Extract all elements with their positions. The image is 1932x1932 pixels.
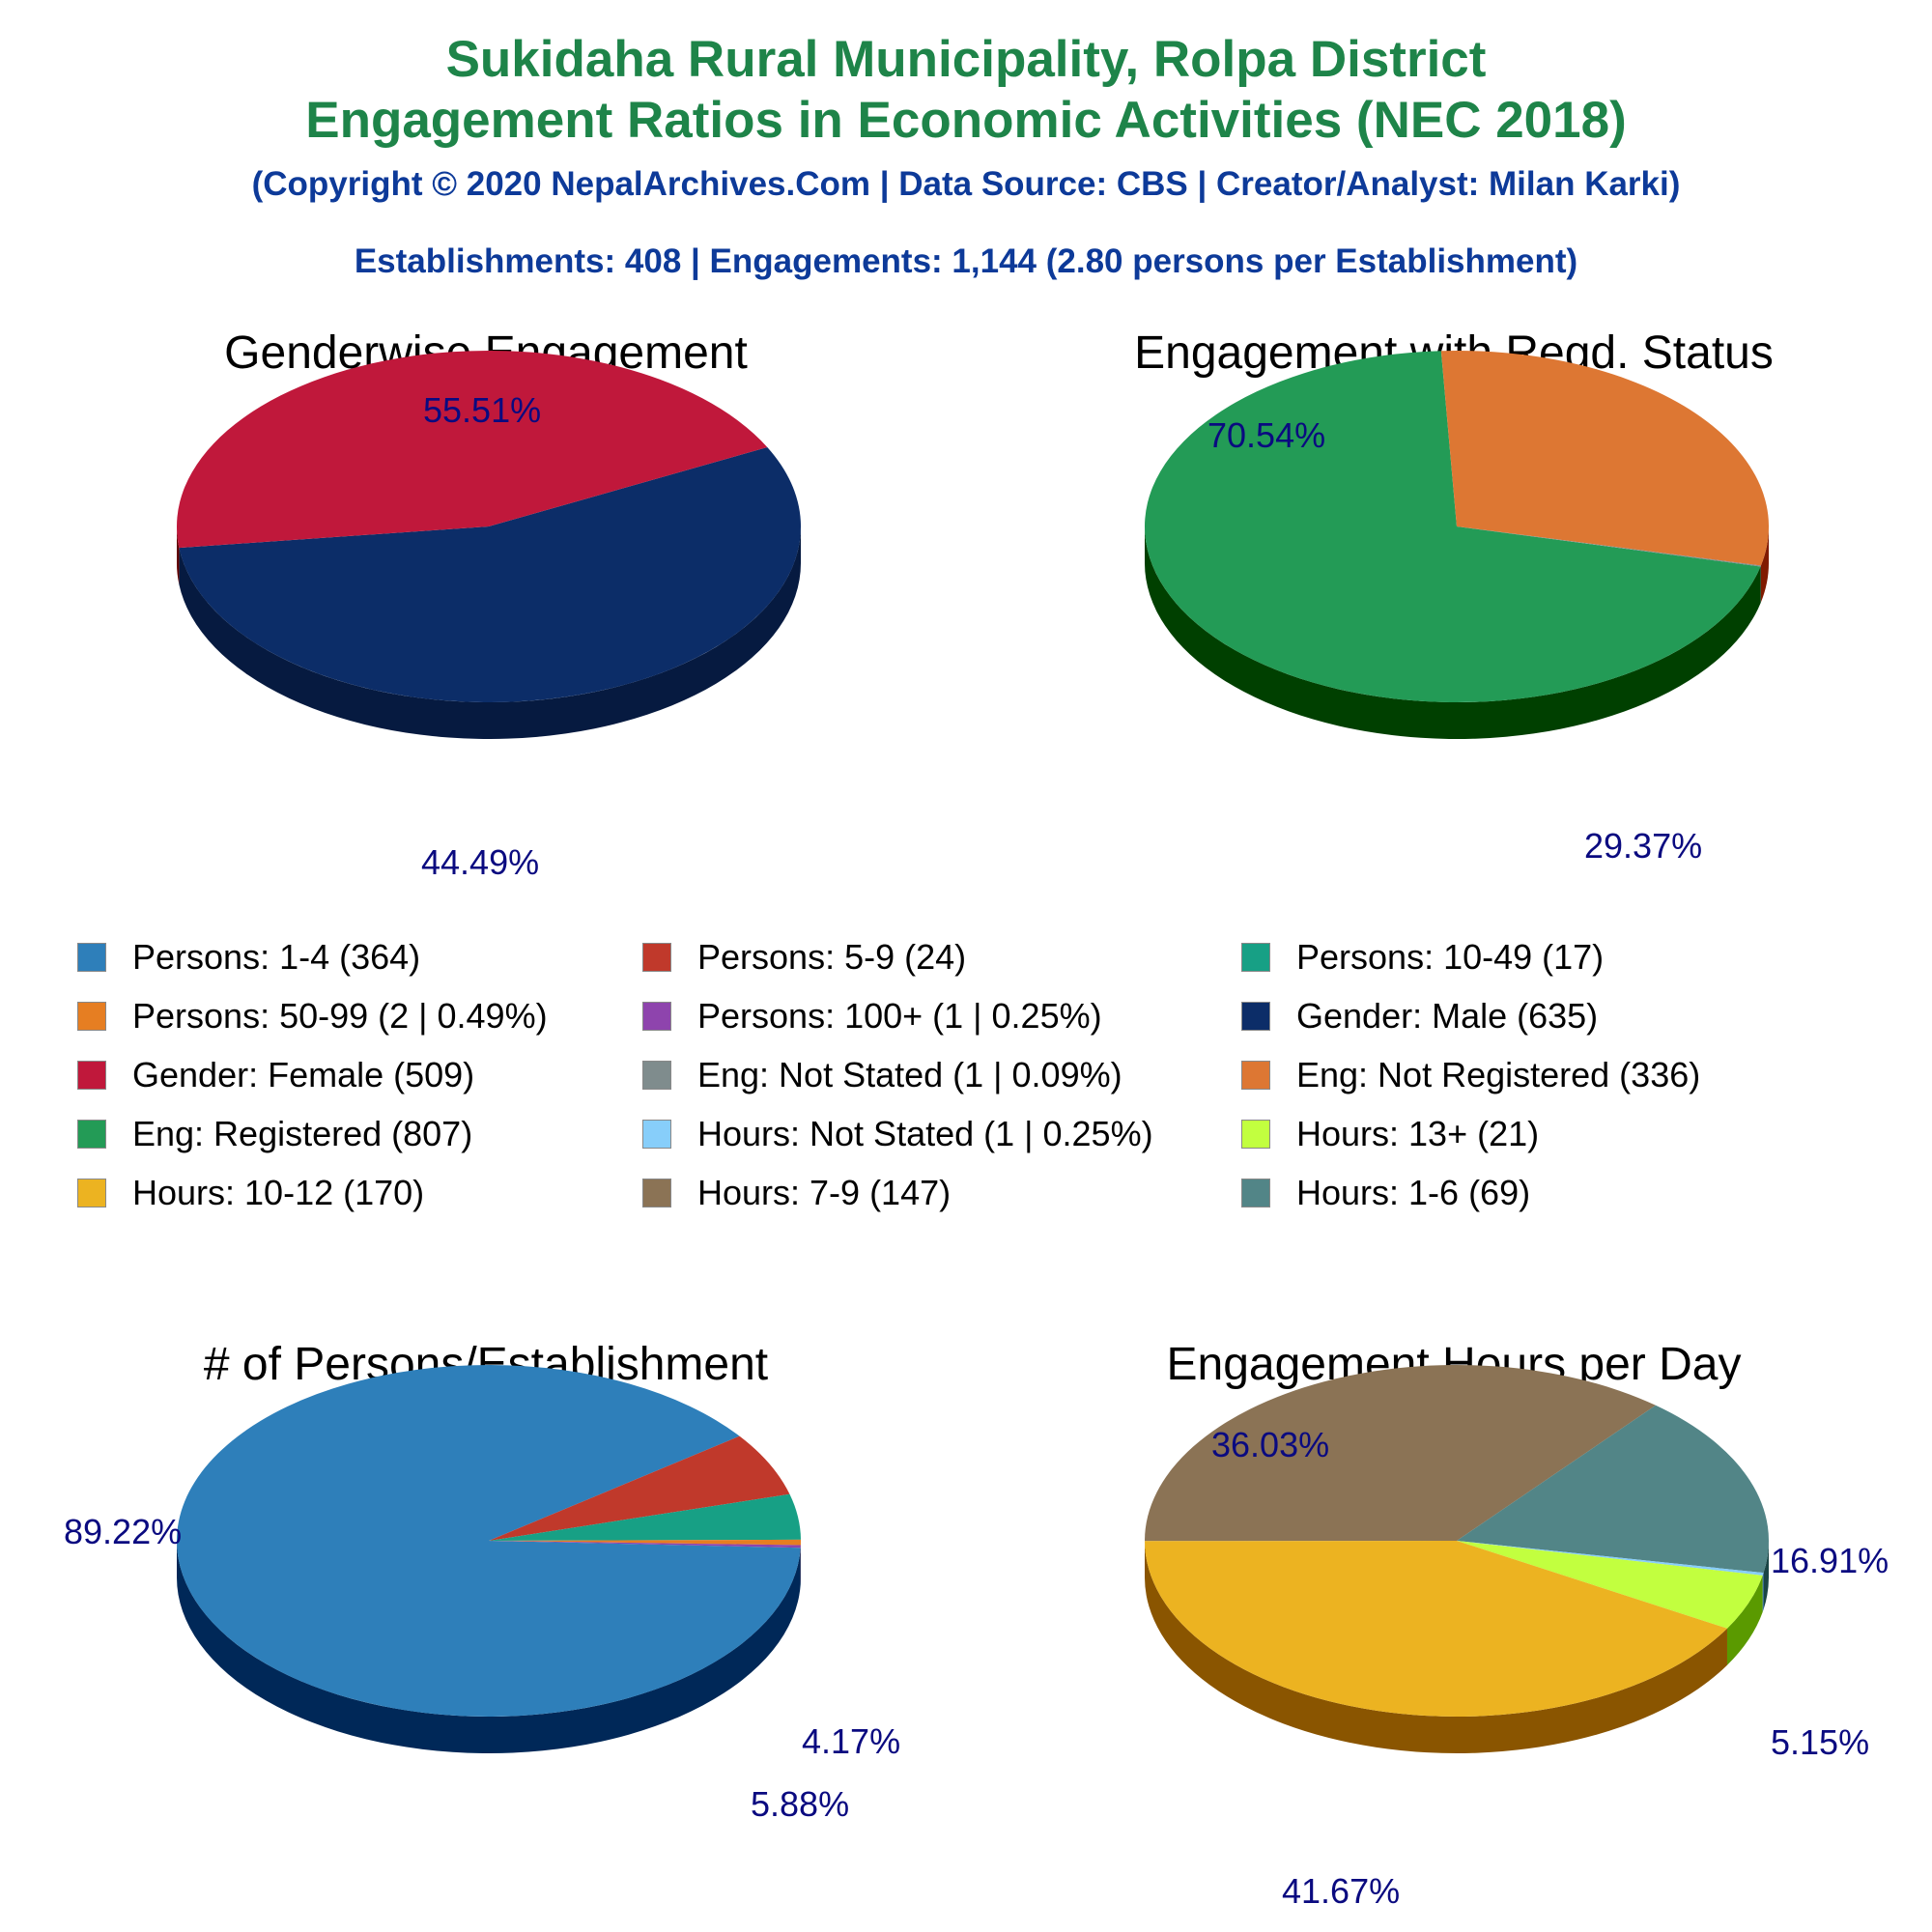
- pct-label-persons-5-9: 5.88%: [751, 1784, 850, 1824]
- legend-item: Persons: 50-99 (2 | 0.49%): [77, 996, 548, 1037]
- pie-chart: [1145, 1365, 1769, 1754]
- legend-label: Hours: 10-12 (170): [132, 1173, 425, 1212]
- pie-chart: [1145, 351, 1769, 740]
- pie-slice: [489, 1435, 790, 1541]
- pie-slice: [1145, 1541, 1727, 1717]
- pie-side-wall: [179, 526, 802, 739]
- pie-chart: [176, 1365, 801, 1754]
- legend-label: Hours: 7-9 (147): [697, 1173, 952, 1212]
- pct-label-male: 55.51%: [423, 390, 542, 430]
- legend-item: Eng: Registered (807): [77, 1114, 472, 1154]
- legend-swatch: [642, 1002, 671, 1031]
- pie-chart: [176, 351, 802, 739]
- pct-label-not-registered: 29.37%: [1584, 826, 1703, 866]
- pie-side-wall: [1760, 526, 1769, 603]
- pie-side-wall: [177, 1541, 801, 1754]
- legend-item: Gender: Male (635): [1241, 996, 1598, 1037]
- legend-item: Hours: Not Stated (1 | 0.25%): [642, 1114, 1153, 1154]
- pct-label-hours-1-6: 16.91%: [1771, 1541, 1889, 1580]
- legend-swatch: [1241, 1002, 1270, 1031]
- legend-item: Persons: 100+ (1 | 0.25%): [642, 996, 1102, 1037]
- legend-label: Hours: Not Stated (1 | 0.25%): [697, 1114, 1153, 1153]
- legend-swatch: [77, 1061, 106, 1090]
- pct-label-persons-1-4: 89.22%: [64, 1512, 183, 1551]
- copyright-line: (Copyright © 2020 NepalArchives.Com | Da…: [251, 165, 1681, 203]
- legend-label: Hours: 13+ (21): [1296, 1114, 1540, 1153]
- legend-label: Gender: Female (509): [132, 1055, 475, 1094]
- pie-side-wall: [1145, 1541, 1727, 1754]
- pct-label-hours-7-9: 36.03%: [1211, 1425, 1330, 1464]
- pie-slice: [179, 446, 802, 703]
- legend-swatch: [642, 1179, 671, 1208]
- pie-side-wall: [1726, 1575, 1763, 1665]
- legend-swatch: [77, 1002, 106, 1031]
- legend-label: Gender: Male (635): [1296, 996, 1599, 1036]
- legend-label: Hours: 1-6 (69): [1296, 1173, 1531, 1212]
- legend-label: Persons: 5-9 (24): [697, 937, 967, 977]
- pie-slice: [1145, 1365, 1656, 1542]
- legend-swatch: [77, 1179, 106, 1208]
- legend-item: Hours: 13+ (21): [1241, 1114, 1539, 1154]
- legend-label: Eng: Not Registered (336): [1296, 1055, 1701, 1094]
- legend-swatch: [77, 943, 106, 972]
- legend-swatch: [642, 943, 671, 972]
- summary-line: Establishments: 408 | Engagements: 1,144…: [354, 242, 1578, 280]
- legend-swatch: [1241, 1061, 1270, 1090]
- pie-slice: [1145, 351, 1761, 702]
- pie-slice: [1440, 351, 1769, 566]
- pie-slice: [176, 351, 768, 549]
- legend-label: Persons: 50-99 (2 | 0.49%): [132, 996, 548, 1036]
- pie-slice: [489, 1541, 801, 1548]
- legend-swatch: [642, 1061, 671, 1090]
- legend-item: Persons: 1-4 (364): [77, 937, 420, 978]
- pct-label-registered: 70.54%: [1208, 415, 1326, 455]
- pie-slice: [1457, 1541, 1763, 1629]
- legend-item: Eng: Not Registered (336): [1241, 1055, 1700, 1095]
- pie-slice: [1457, 1405, 1769, 1574]
- main-title-line2: Engagement Ratios in Economic Activities…: [305, 92, 1627, 149]
- legend-item: Hours: 1-6 (69): [1241, 1173, 1530, 1213]
- legend-swatch: [1241, 1179, 1270, 1208]
- legend-label: Persons: 1-4 (364): [132, 937, 421, 977]
- legend-item: Gender: Female (509): [77, 1055, 474, 1095]
- legend-swatch: [1241, 1120, 1270, 1149]
- legend-label: Eng: Not Stated (1 | 0.09%): [697, 1055, 1122, 1094]
- legend-item: Eng: Not Stated (1 | 0.09%): [642, 1055, 1122, 1095]
- legend-label: Persons: 100+ (1 | 0.25%): [697, 996, 1102, 1036]
- pie-slice: [176, 1365, 801, 1717]
- legend-item: Persons: 10-49 (17): [1241, 937, 1604, 978]
- legend-item: Hours: 7-9 (147): [642, 1173, 951, 1213]
- legend-label: Persons: 10-49 (17): [1296, 937, 1605, 977]
- pct-label-hours-10-12: 41.67%: [1282, 1871, 1401, 1911]
- main-title-line1: Sukidaha Rural Municipality, Rolpa Distr…: [445, 31, 1487, 88]
- pie-side-wall: [1145, 526, 1761, 740]
- legend-swatch: [77, 1120, 106, 1149]
- legend-swatch: [1241, 943, 1270, 972]
- legend-item: Hours: 10-12 (170): [77, 1173, 424, 1213]
- pct-label-female: 44.49%: [421, 842, 540, 882]
- pie-slice: [1457, 1541, 1764, 1576]
- pie-side-wall: [1763, 1541, 1769, 1610]
- pct-label-persons-10-49: 4.17%: [802, 1721, 901, 1761]
- legend-label: Eng: Registered (807): [132, 1114, 473, 1153]
- legend-item: Persons: 5-9 (24): [642, 937, 966, 978]
- pct-label-hours-13plus: 5.15%: [1771, 1722, 1870, 1762]
- pie-slice: [1457, 526, 1761, 567]
- legend-swatch: [642, 1120, 671, 1149]
- pie-slice: [489, 1539, 801, 1546]
- pie-side-wall: [177, 526, 180, 585]
- pie-slice: [489, 1493, 801, 1541]
- pie-side-wall: [1762, 1573, 1764, 1612]
